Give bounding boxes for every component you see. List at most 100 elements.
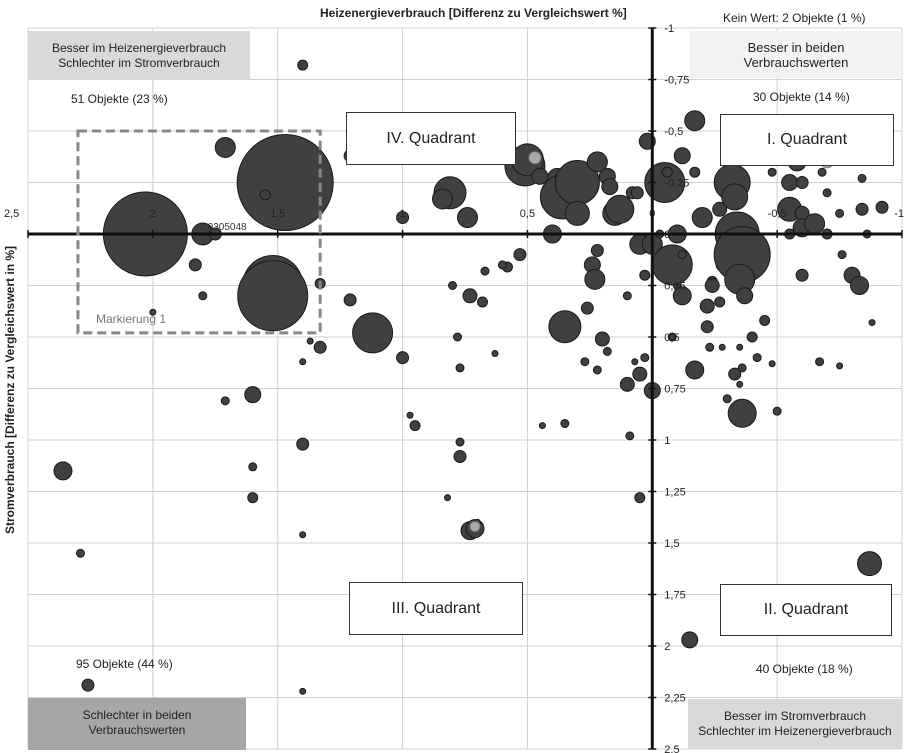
data-point [759,315,771,327]
data-point [605,194,635,224]
y-tick-label: 1,75 [664,590,685,602]
corner-top-left: Besser im Heizenergieverbrauch Schlechte… [28,31,250,80]
data-point [835,208,845,218]
data-point [455,363,465,373]
y-axis-title: Stromverbrauch [Differenz zu Vergleichsw… [3,245,17,535]
data-point [590,243,604,257]
data-point [684,110,706,132]
data-point [352,312,394,354]
y-tick-label: 0,5 [664,332,679,344]
data-point [453,332,463,342]
y-tick-label: -0,75 [664,75,689,87]
data-point [714,296,726,308]
data-point [639,269,651,281]
data-point [248,462,258,472]
corner-top-left-line2: Schlechter im Stromverbrauch [58,56,220,70]
data-point [875,200,889,214]
quadrant-label-3: III. Quadrant [349,582,523,635]
data-point [455,437,465,447]
corner-bottom-left: Schlechter in beiden Verbrauchswerten [28,698,246,750]
data-point [462,288,478,304]
data-point [640,353,650,363]
y-tick-label: 2 [664,641,670,653]
data-point [602,346,612,356]
count-bottom-left: 95 Objekte (44 %) [76,657,173,671]
data-point [259,189,271,201]
y-tick-label: 1,5 [664,538,679,550]
data-point [752,353,762,363]
data-point [601,178,619,196]
y-tick-label: -1 [664,23,674,35]
data-point [795,176,809,189]
data-point [53,461,73,481]
data-point [299,358,307,366]
data-point [592,365,602,375]
data-point [685,360,705,380]
data-point [560,419,570,429]
data-point [198,291,208,301]
data-point [149,308,157,316]
data-point [668,333,676,341]
data-point [448,281,458,290]
marking-box [76,129,322,335]
data-point [746,331,758,343]
data-point [313,340,327,354]
data-point [625,431,635,441]
quadrant-label-4: IV. Quadrant [346,112,516,165]
data-point [767,167,777,177]
data-point [456,207,478,229]
data-point [651,244,693,286]
data-point [850,276,870,295]
data-point [406,411,414,419]
count-bottom-right: 40 Objekte (18 %) [756,662,853,676]
corner-bottom-left-line1: Schlechter in beiden [82,708,192,722]
data-point [795,268,809,282]
x-tick-label: 2,5 [4,208,19,220]
data-point [768,360,776,368]
x-tick-label: 1,5 [270,208,285,220]
x-tick-label: 1 [400,208,406,220]
data-point [727,398,757,428]
data-point [855,202,869,216]
x-tick-label: -1 [894,208,904,220]
data-point [721,183,749,211]
data-point [781,174,799,191]
data-point [497,260,507,270]
marking-label: Markierung 1 [96,312,167,326]
corner-top-right-line2: Verbrauchswerten [743,55,849,70]
data-point [584,268,606,290]
data-point [704,278,720,293]
data-point [236,134,334,231]
data-point [718,343,726,351]
data-point [513,248,527,262]
data-point [837,250,847,260]
data-point [580,357,590,367]
data-point [677,250,687,260]
data-point [480,266,490,276]
data-point [815,357,825,367]
data-point [75,548,85,558]
data-point [822,188,832,198]
data-point [396,351,410,365]
corner-top-right-line1: Besser in beiden [747,40,845,55]
data-point [453,449,467,463]
data-point [817,167,827,177]
data-point [661,166,673,178]
corner-bottom-right: Besser im Stromverbrauch Schlechter im H… [688,699,902,749]
data-point [247,492,259,504]
data-point [736,343,744,351]
data-point [691,207,713,229]
data-point [804,213,826,235]
data-point-light [528,151,542,165]
data-point [220,396,230,406]
data-point [699,298,715,314]
data-points [53,59,892,695]
data-point [564,200,590,226]
data-point [299,687,307,695]
data-point [188,258,202,272]
data-point [296,437,310,451]
data-point [306,337,314,345]
y-tick-label: 2,25 [664,693,685,705]
odd-data-label: -0,0305048 [196,222,247,233]
data-point [81,678,95,692]
